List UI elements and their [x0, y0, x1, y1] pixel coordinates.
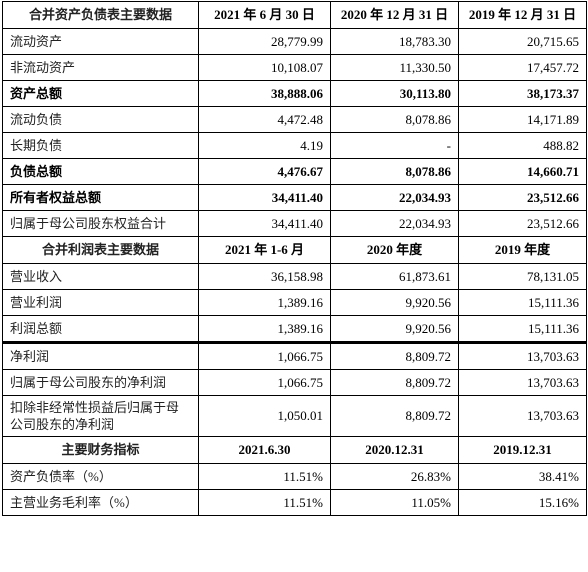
indicators-col-2019: 2019.12.31 — [459, 437, 587, 464]
value-cell: 9,920.56 — [331, 316, 459, 343]
table-row-total-liabilities: 负债总额 4,476.67 8,078.86 14,660.71 — [3, 159, 587, 185]
income-col-2021h1: 2021 年 1-6 月 — [199, 237, 331, 264]
indicators-col-2021: 2021.6.30 — [199, 437, 331, 464]
value-cell: 4,476.67 — [199, 159, 331, 185]
value-cell: 11.51% — [199, 490, 331, 516]
value-cell: 34,411.40 — [199, 211, 331, 237]
value-cell: 14,660.71 — [459, 159, 587, 185]
value-cell: 38,888.06 — [199, 81, 331, 107]
table-row-debt-ratio: 资产负债率（%） 11.51% 26.83% 38.41% — [3, 464, 587, 490]
value-cell: 11.51% — [199, 464, 331, 490]
financial-table: 合并资产负债表主要数据 2021 年 6 月 30 日 2020 年 12 月 … — [2, 1, 587, 516]
value-cell: 36,158.98 — [199, 264, 331, 290]
value-cell: 38,173.37 — [459, 81, 587, 107]
value-cell: 11,330.50 — [331, 55, 459, 81]
table-row-noncurrent-assets: 非流动资产 10,108.07 11,330.50 17,457.72 — [3, 55, 587, 81]
value-cell: 38.41% — [459, 464, 587, 490]
row-label: 所有者权益总额 — [3, 185, 199, 211]
value-cell: 13,703.63 — [459, 396, 587, 437]
value-cell: - — [331, 133, 459, 159]
financial-summary: 合并资产负债表主要数据 2021 年 6 月 30 日 2020 年 12 月 … — [2, 1, 586, 516]
value-cell: 22,034.93 — [331, 211, 459, 237]
row-label: 长期负债 — [3, 133, 199, 159]
income-col-2020: 2020 年度 — [331, 237, 459, 264]
value-cell: 10,108.07 — [199, 55, 331, 81]
row-label: 主营业务毛利率（%） — [3, 490, 199, 516]
table-row-parent-equity: 归属于母公司股东权益合计 34,411.40 22,034.93 23,512.… — [3, 211, 587, 237]
value-cell: 8,078.86 — [331, 159, 459, 185]
table-row-operating-profit: 营业利润 1,389.16 9,920.56 15,111.36 — [3, 290, 587, 316]
value-cell: 18,783.30 — [331, 29, 459, 55]
value-cell: 34,411.40 — [199, 185, 331, 211]
value-cell: 22,034.93 — [331, 185, 459, 211]
value-cell: 8,809.72 — [331, 343, 459, 370]
value-cell: 1,389.16 — [199, 290, 331, 316]
value-cell: 9,920.56 — [331, 290, 459, 316]
table-row-revenue: 营业收入 36,158.98 61,873.61 78,131.05 — [3, 264, 587, 290]
row-label: 归属于母公司股东权益合计 — [3, 211, 199, 237]
value-cell: 30,113.80 — [331, 81, 459, 107]
row-label: 扣除非经常性损益后归属于母公司股东的净利润 — [3, 396, 199, 437]
table-row-total-equity: 所有者权益总额 34,411.40 22,034.93 23,512.66 — [3, 185, 587, 211]
value-cell: 1,050.01 — [199, 396, 331, 437]
indicators-col-2020: 2020.12.31 — [331, 437, 459, 464]
row-label: 流动资产 — [3, 29, 199, 55]
value-cell: 26.83% — [331, 464, 459, 490]
balance-col-2020: 2020 年 12 月 31 日 — [331, 2, 459, 29]
value-cell: 23,512.66 — [459, 211, 587, 237]
value-cell: 8,809.72 — [331, 396, 459, 437]
row-label: 利润总额 — [3, 316, 199, 343]
value-cell: 14,171.89 — [459, 107, 587, 133]
table-row-current-assets: 流动资产 28,779.99 18,783.30 20,715.65 — [3, 29, 587, 55]
value-cell: 15.16% — [459, 490, 587, 516]
value-cell: 4,472.48 — [199, 107, 331, 133]
row-label: 资产总额 — [3, 81, 199, 107]
value-cell: 488.82 — [459, 133, 587, 159]
value-cell: 20,715.65 — [459, 29, 587, 55]
value-cell: 1,066.75 — [199, 343, 331, 370]
table-row-long-term-liabilities: 长期负债 4.19 - 488.82 — [3, 133, 587, 159]
income-section-title: 合并利润表主要数据 — [3, 237, 199, 264]
value-cell: 1,389.16 — [199, 316, 331, 343]
indicators-header-row: 主要财务指标 2021.6.30 2020.12.31 2019.12.31 — [3, 437, 587, 464]
value-cell: 11.05% — [331, 490, 459, 516]
table-row-net-profit: 净利润 1,066.75 8,809.72 13,703.63 — [3, 343, 587, 370]
indicators-section-title: 主要财务指标 — [3, 437, 199, 464]
value-cell: 8,078.86 — [331, 107, 459, 133]
table-row-adjusted-net-profit: 扣除非经常性损益后归属于母公司股东的净利润 1,050.01 8,809.72 … — [3, 396, 587, 437]
value-cell: 13,703.63 — [459, 370, 587, 396]
value-cell: 28,779.99 — [199, 29, 331, 55]
balance-col-2021h1: 2021 年 6 月 30 日 — [199, 2, 331, 29]
value-cell: 15,111.36 — [459, 290, 587, 316]
value-cell: 17,457.72 — [459, 55, 587, 81]
table-row-current-liabilities: 流动负债 4,472.48 8,078.86 14,171.89 — [3, 107, 587, 133]
value-cell: 1,066.75 — [199, 370, 331, 396]
row-label: 负债总额 — [3, 159, 199, 185]
row-label: 归属于母公司股东的净利润 — [3, 370, 199, 396]
income-header-row: 合并利润表主要数据 2021 年 1-6 月 2020 年度 2019 年度 — [3, 237, 587, 264]
row-label: 营业收入 — [3, 264, 199, 290]
balance-section-title: 合并资产负债表主要数据 — [3, 2, 199, 29]
value-cell: 8,809.72 — [331, 370, 459, 396]
value-cell: 15,111.36 — [459, 316, 587, 343]
table-row-parent-net-profit: 归属于母公司股东的净利润 1,066.75 8,809.72 13,703.63 — [3, 370, 587, 396]
value-cell: 23,512.66 — [459, 185, 587, 211]
value-cell: 78,131.05 — [459, 264, 587, 290]
table-row-gross-margin: 主营业务毛利率（%） 11.51% 11.05% 15.16% — [3, 490, 587, 516]
value-cell: 61,873.61 — [331, 264, 459, 290]
balance-header-row: 合并资产负债表主要数据 2021 年 6 月 30 日 2020 年 12 月 … — [3, 2, 587, 29]
row-label: 营业利润 — [3, 290, 199, 316]
value-cell: 13,703.63 — [459, 343, 587, 370]
table-row-total-profit: 利润总额 1,389.16 9,920.56 15,111.36 — [3, 316, 587, 343]
row-label: 资产负债率（%） — [3, 464, 199, 490]
table-row-total-assets: 资产总额 38,888.06 30,113.80 38,173.37 — [3, 81, 587, 107]
row-label: 净利润 — [3, 343, 199, 370]
row-label: 非流动资产 — [3, 55, 199, 81]
income-col-2019: 2019 年度 — [459, 237, 587, 264]
balance-col-2019: 2019 年 12 月 31 日 — [459, 2, 587, 29]
value-cell: 4.19 — [199, 133, 331, 159]
row-label: 流动负债 — [3, 107, 199, 133]
